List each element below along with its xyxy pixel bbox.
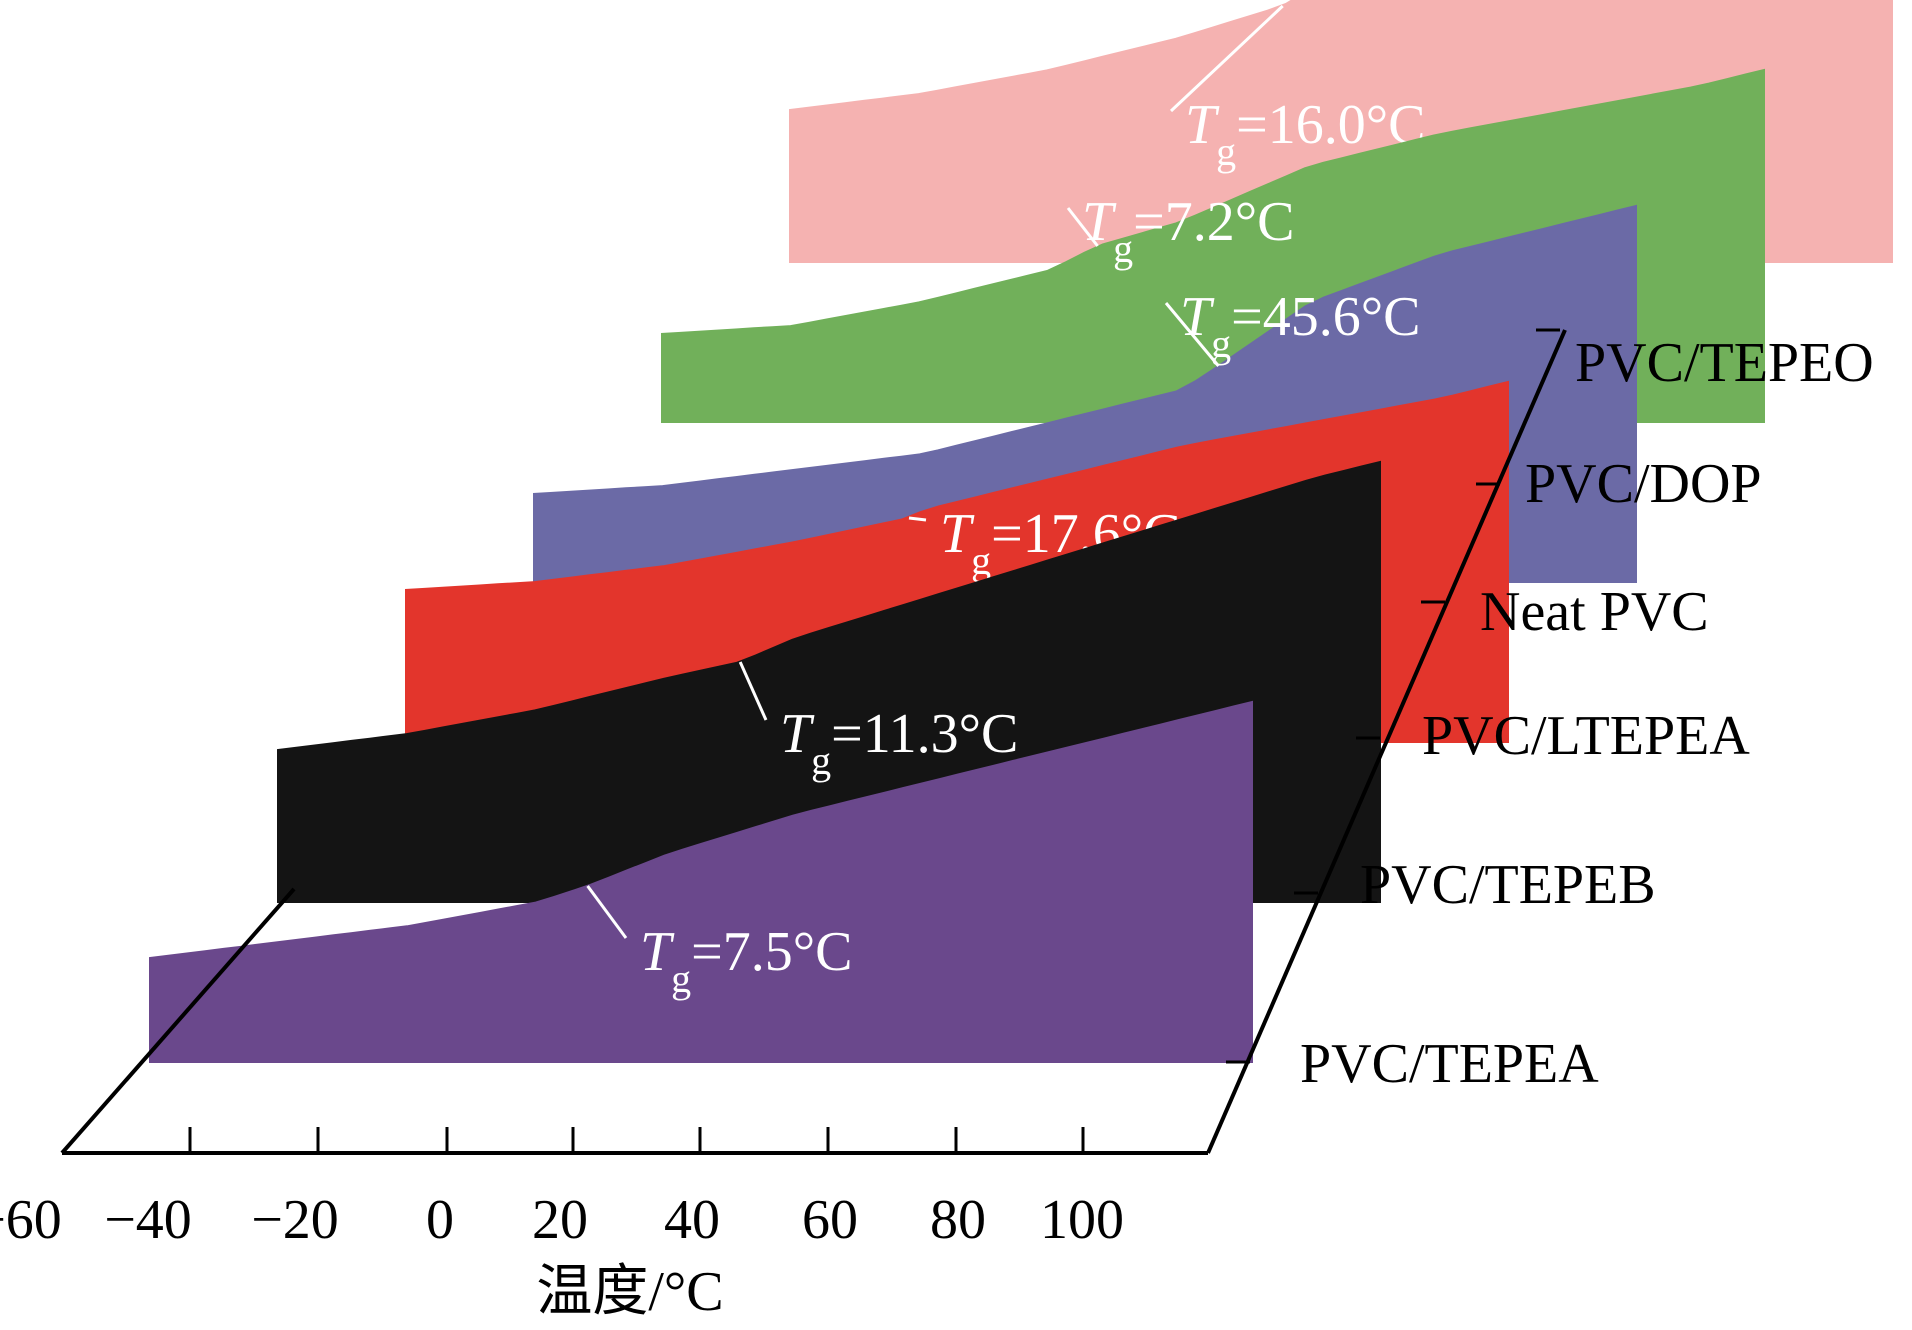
- series-label: Neat PVC: [1480, 581, 1709, 643]
- tg-leader-line: [738, 661, 768, 721]
- x-tick-label: −20: [251, 1189, 339, 1251]
- tg-annotation: Tg=7.2°C: [1082, 191, 1294, 271]
- tg-leader-line: [908, 516, 927, 522]
- series-label: PVC/TEPEO: [1575, 332, 1874, 394]
- series-label: PVC/LTEPEA: [1422, 705, 1750, 767]
- x-tick-label: 60: [802, 1189, 858, 1251]
- series-layer: Tg=16.0°CTg=7.2°CTg=45.6°CTg=17.6°CTg=11…: [149, 0, 1893, 1063]
- x-tick-label: 40: [664, 1189, 720, 1251]
- x-tick-label: 0: [426, 1189, 454, 1251]
- tg-leader-line: [1169, 4, 1284, 113]
- tg-annotation: Tg=45.6°C: [1180, 286, 1420, 366]
- series-1: Tg=7.5°C: [149, 700, 1253, 1063]
- series-label: PVC/TEPEB: [1360, 854, 1656, 916]
- depth-axis-line: [1206, 329, 1567, 1154]
- tg-annotation: Tg=11.3°C: [780, 703, 1018, 783]
- x-tick-label: 100: [1040, 1189, 1124, 1251]
- x-tick-label: 80: [930, 1189, 986, 1251]
- x-tick-label: 20: [532, 1189, 588, 1251]
- tg-leader-line: [1066, 207, 1099, 247]
- series-label: PVC/DOP: [1525, 453, 1762, 515]
- axis-layer: −60 −40 −20 0 20 40 60 80 100 PVC/TEPEO PVC/DOP Nea…: [0, 328, 1874, 1251]
- x-axis-title: 温度/°C: [536, 1261, 723, 1323]
- tg-leader-line: [586, 885, 628, 939]
- x-tick-label: −40: [104, 1189, 192, 1251]
- tg-annotation: Tg=7.5°C: [640, 921, 852, 1001]
- x-tick-label: −60: [0, 1189, 62, 1251]
- tg-leader-line: [1164, 302, 1220, 367]
- series-area: [149, 700, 1253, 1063]
- x-axis-line: [60, 887, 296, 1155]
- series-label: PVC/TEPEA: [1300, 1033, 1599, 1095]
